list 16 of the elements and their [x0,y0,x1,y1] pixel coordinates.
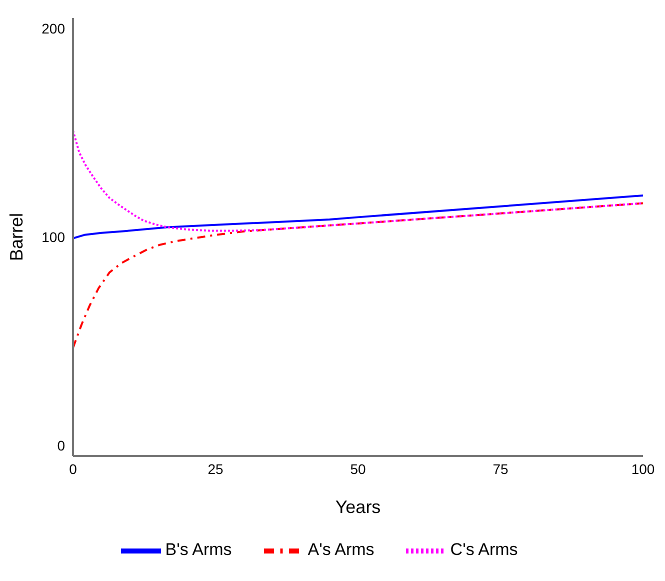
line-series [73,202,643,349]
x-axis-title: Years [335,497,381,517]
line-series [73,194,643,240]
legend-label: A's Arms [308,540,374,560]
x-tick-label: 50 [350,460,366,477]
legend-label: C's Arms [450,540,518,560]
y-tick-label: 200 [42,20,66,36]
x-tick-label: 75 [492,460,508,477]
legend-label: B's Arms [165,540,232,560]
x-tick-label: 25 [208,460,224,477]
x-tick-label: 100 [631,460,655,477]
y-tick-label: 0 [57,438,66,454]
x-tick-label: 0 [69,460,78,477]
line-series [73,130,643,232]
y-axis-title: Barrel [6,212,26,262]
y-tick-label: 100 [42,228,66,245]
